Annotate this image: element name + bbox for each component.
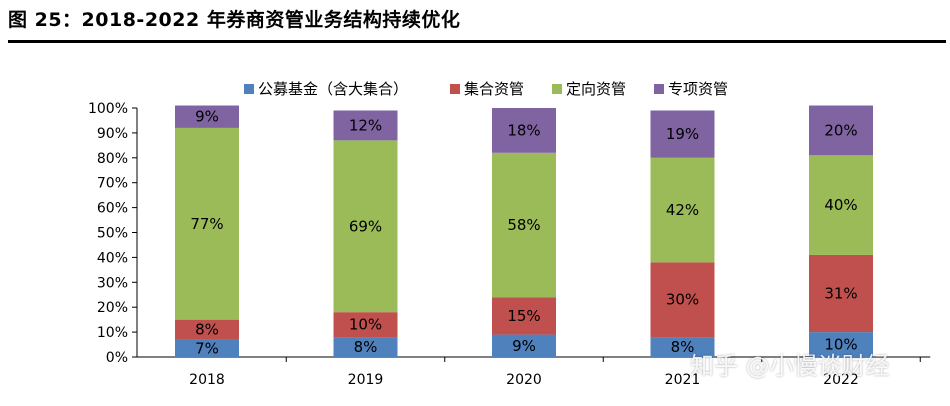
legend-swatch — [552, 84, 562, 94]
y-tick-label: 0% — [106, 350, 128, 366]
y-tick-label: 90% — [97, 126, 128, 142]
data-label: 10% — [349, 316, 382, 334]
title-divider — [8, 40, 946, 43]
data-label: 19% — [666, 125, 699, 143]
y-tick-label: 80% — [97, 151, 128, 167]
data-label: 10% — [824, 336, 857, 354]
data-label: 7% — [195, 339, 219, 357]
bar-segment — [809, 332, 873, 357]
x-tick-label: 2020 — [506, 372, 542, 388]
x-tick-label: 2021 — [665, 372, 701, 388]
bar-segment — [650, 110, 715, 158]
legend-swatch — [244, 84, 254, 94]
y-tick-label: 70% — [97, 176, 128, 192]
data-label: 8% — [671, 338, 695, 356]
bar-segment — [809, 105, 873, 156]
data-label: 77% — [190, 215, 223, 233]
legend-label: 定向资管 — [566, 80, 626, 98]
bar-segment — [492, 108, 556, 153]
data-label: 69% — [349, 217, 382, 235]
y-tick-label: 20% — [97, 300, 128, 316]
page-title: 图 25：2018-2022 年券商资管业务结构持续优化 — [8, 9, 461, 31]
bar-segment — [333, 337, 398, 357]
bar-segment — [650, 262, 715, 338]
bar-segment — [809, 155, 873, 255]
data-label: 15% — [507, 307, 540, 325]
data-label: 9% — [512, 337, 536, 355]
bar-segment — [650, 337, 715, 357]
y-tick-label: 30% — [97, 275, 128, 291]
data-label: 58% — [507, 216, 540, 234]
legend-label: 公募基金（含大集合） — [258, 80, 408, 98]
data-label: 42% — [666, 201, 699, 219]
bar-segment — [333, 110, 398, 141]
bar-segment — [492, 152, 556, 298]
data-label: 9% — [195, 108, 219, 126]
x-tick-label: 2018 — [189, 372, 225, 388]
y-tick-label: 10% — [97, 325, 128, 341]
legend-swatch — [450, 84, 460, 94]
bar-segment — [333, 140, 398, 313]
data-label: 18% — [507, 121, 540, 139]
bar-segment — [809, 254, 873, 333]
bar-segment — [333, 312, 398, 338]
bar-segment — [175, 105, 239, 128]
y-tick-label: 40% — [97, 250, 128, 266]
y-tick-label: 50% — [97, 226, 128, 242]
x-tick-label: 2022 — [823, 372, 859, 388]
bar-segment — [175, 339, 239, 357]
bar-segment — [175, 319, 239, 340]
y-tick-label: 60% — [97, 201, 128, 217]
legend-label: 专项资管 — [668, 80, 728, 98]
data-label: 20% — [824, 121, 857, 139]
data-label: 30% — [666, 291, 699, 309]
data-label: 8% — [195, 321, 219, 339]
x-tick-label: 2019 — [348, 372, 384, 388]
legend-swatch — [654, 84, 664, 94]
bar-segment — [175, 127, 239, 320]
data-label: 40% — [824, 196, 857, 214]
legend-label: 集合资管 — [464, 80, 524, 98]
bar-segment — [650, 157, 715, 263]
data-label: 31% — [824, 285, 857, 303]
bar-segment — [492, 297, 556, 335]
data-label: 12% — [349, 116, 382, 134]
y-tick-label: 100% — [88, 101, 128, 117]
watermark: 知乎 @小慢谈财经 — [690, 352, 890, 380]
data-label: 8% — [354, 338, 378, 356]
bar-segment — [492, 334, 556, 357]
